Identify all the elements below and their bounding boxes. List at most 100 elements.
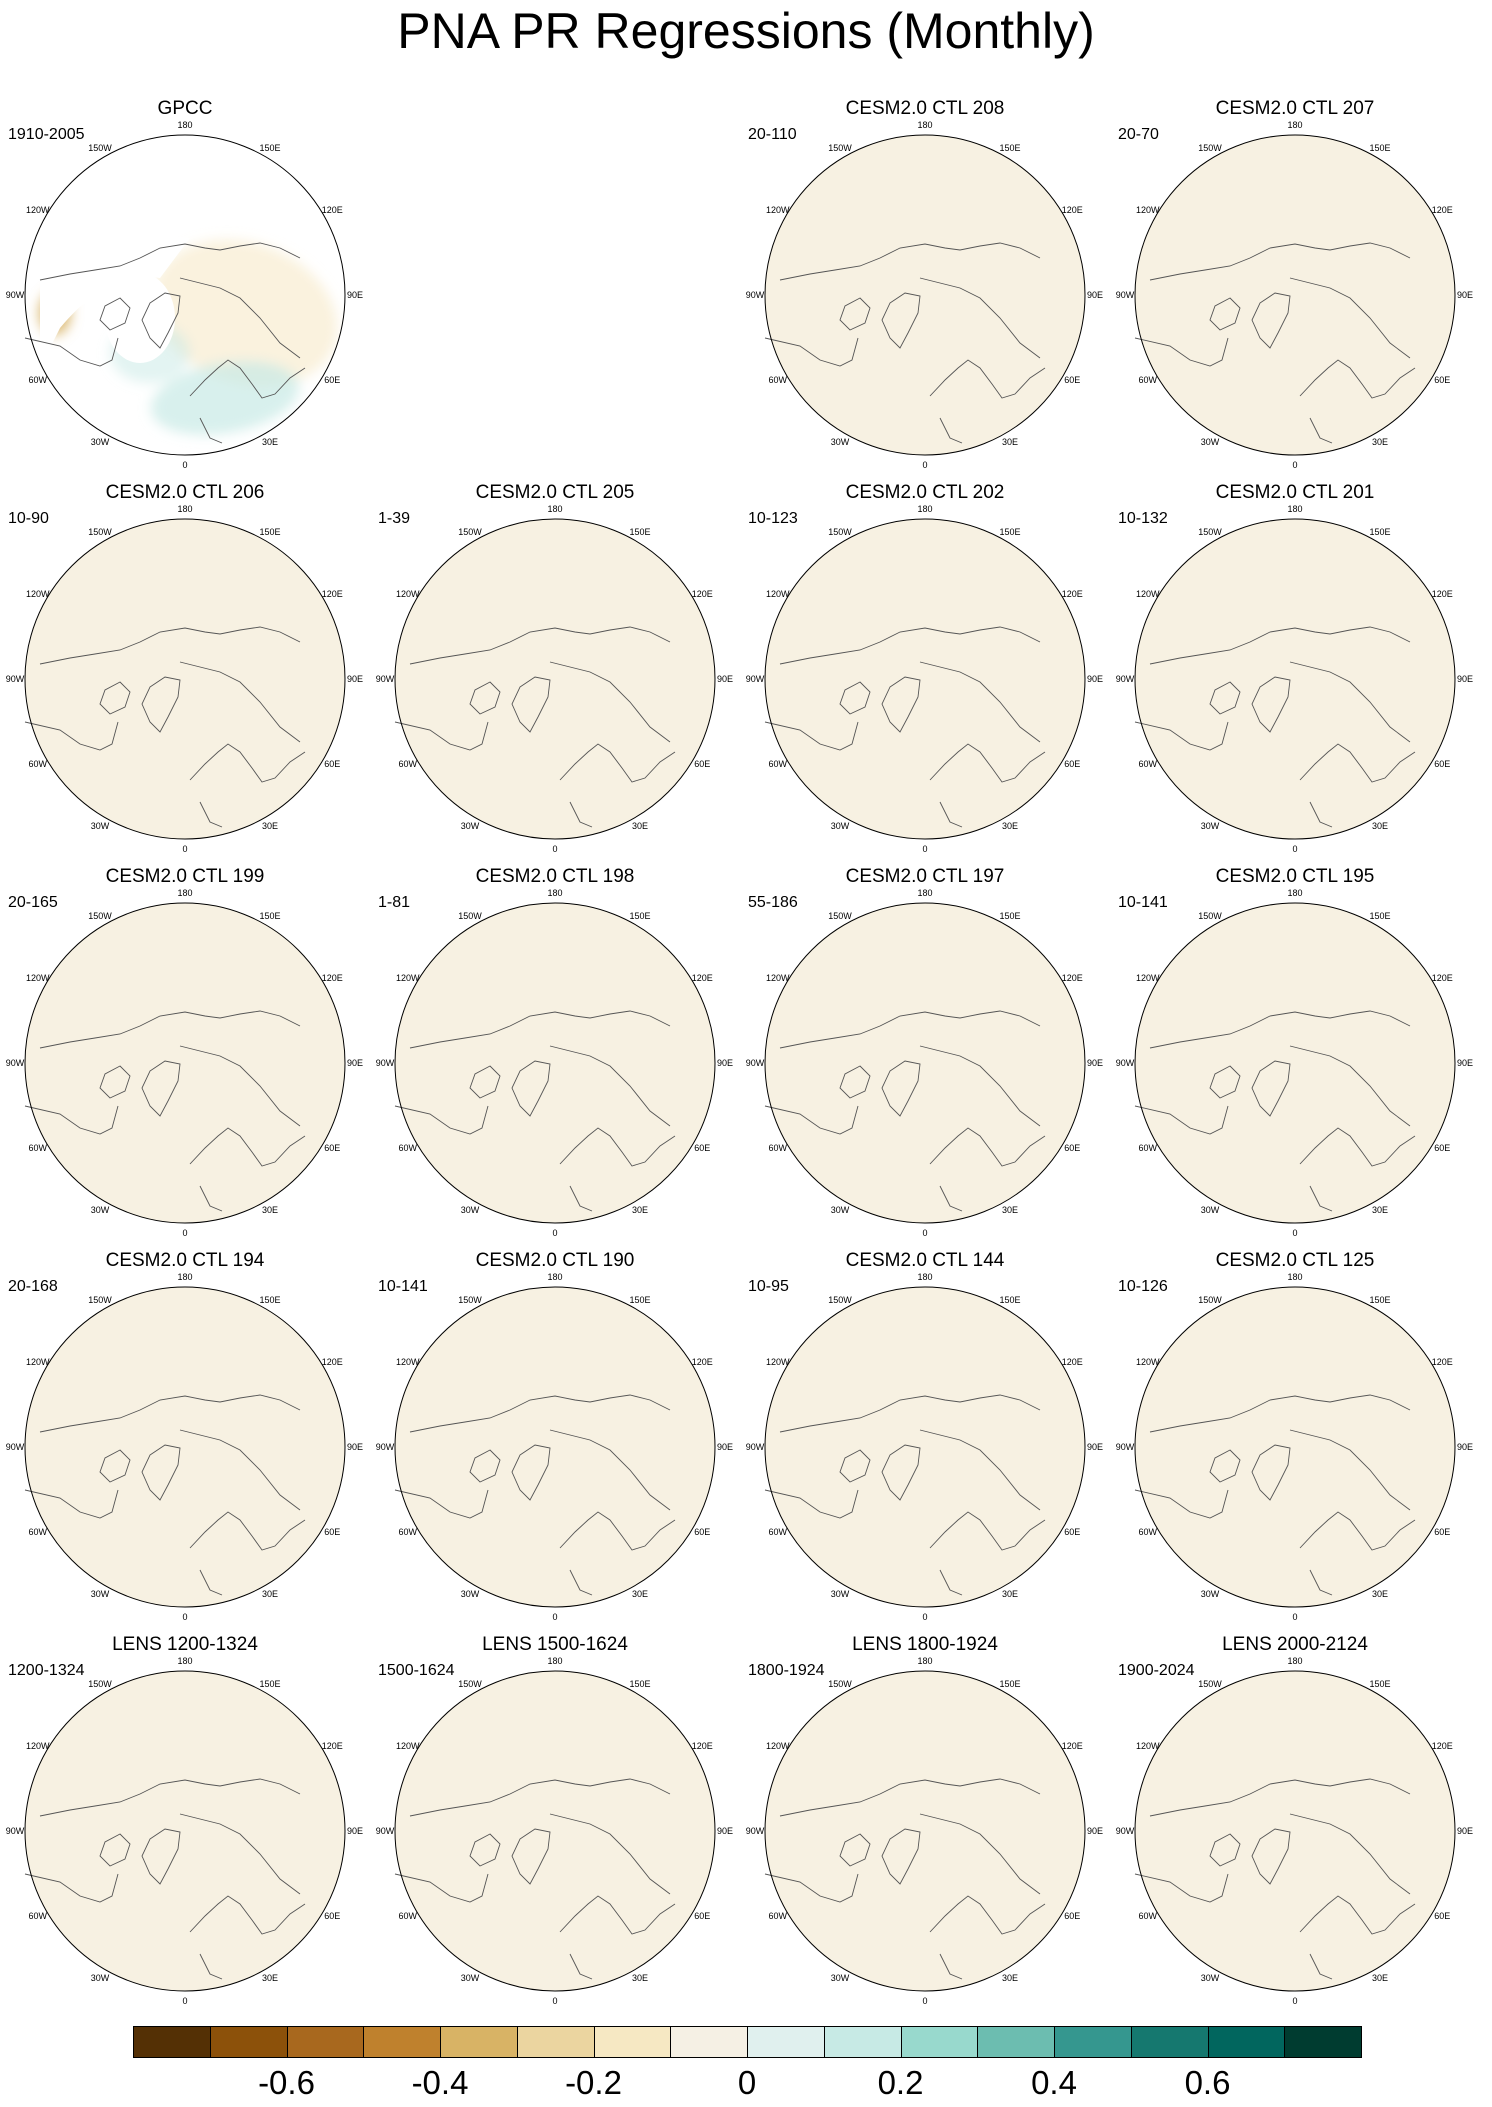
longitude-label: 30W (831, 1205, 850, 1215)
panel-title: CESM2.0 CTL 125 (1215, 1250, 1375, 1271)
longitude-label: 30W (91, 1589, 110, 1599)
longitude-label: 150W (828, 1295, 852, 1305)
longitude-label: 60E (1064, 1143, 1080, 1153)
polar-map: 180 150E 120E 90E 60E 30E 0 30W 60W 90W 120W 150W (746, 504, 1103, 854)
coastlines (1134, 1394, 1416, 1596)
map-panel: CESM2.0 CTL 198 1-81 180 150E 120E 90E 60E 30E 0… (370, 866, 740, 1250)
polar-map: 180 150E 120E 90E 60E 30E 0 30W 60W 90W 120W 150W (6, 888, 363, 1238)
longitude-label: 120W (1136, 205, 1160, 215)
longitude-label: 180 (177, 1656, 192, 1666)
longitude-label: 0 (552, 844, 557, 854)
longitude-label: 30W (1201, 437, 1220, 447)
longitude-label: 30E (262, 1973, 278, 1983)
longitude-label: 60E (324, 375, 340, 385)
longitude-label: 180 (177, 888, 192, 898)
longitude-label: 90E (1457, 290, 1473, 300)
colorbar (133, 2026, 1362, 2060)
longitude-label: 120E (1062, 205, 1083, 215)
longitude-label: 150W (828, 527, 852, 537)
map-border (1134, 902, 1456, 1224)
longitude-label: 150E (629, 911, 650, 921)
longitude-label: 180 (1287, 120, 1302, 130)
longitude-label: 30W (1201, 1973, 1220, 1983)
longitude-label: 60E (1434, 1143, 1450, 1153)
map-panel: CESM2.0 CTL 197 55-186 180 150E 120E 90E 60E 30… (740, 866, 1110, 1250)
panel-title: GPCC (157, 98, 213, 119)
colorbar-bin (363, 2026, 441, 2058)
longitude-label: 30E (1002, 1589, 1018, 1599)
longitude-label: 90W (1116, 290, 1135, 300)
longitude-label: 90E (347, 290, 363, 300)
map-panel: CESM2.0 CTL 201 10-132 180 150E 120E 90E 60E 30… (1110, 482, 1480, 866)
colorbar-bin (209, 2026, 288, 2058)
polar-map: 180 150E 120E 90E 60E 30E 0 30W 60W 90W 120W 150W (746, 888, 1103, 1238)
longitude-label: 30E (1372, 1205, 1388, 1215)
longitude-label: 120E (1432, 1357, 1453, 1367)
colorbar-bin (133, 2026, 211, 2058)
panel-period: 1500-1624 (378, 1662, 455, 1679)
colorbar-tick-label: 0 (737, 2064, 757, 2101)
longitude-label: 60E (324, 1143, 340, 1153)
colorbar-bin (747, 2026, 825, 2058)
colorbar-tick-label: 0.4 (1031, 2064, 1077, 2101)
longitude-label: 120W (766, 973, 790, 983)
longitude-label: 180 (917, 888, 932, 898)
longitude-label: 150E (1369, 527, 1390, 537)
longitude-label: 90E (1087, 1826, 1103, 1836)
longitude-label: 150W (88, 911, 112, 921)
longitude-label: 150E (629, 1679, 650, 1689)
longitude-label: 30E (262, 821, 278, 831)
longitude-label: 120W (1136, 589, 1160, 599)
longitude-label: 60W (1139, 1143, 1158, 1153)
longitude-label: 150W (828, 911, 852, 921)
longitude-label: 30E (262, 1589, 278, 1599)
polar-map: 180 150E 120E 90E 60E 30E 0 30W 60W 90W 120W 150W (1116, 1272, 1473, 1622)
polar-map: 180 150E 120E 90E 60E 30E 0 30W 60W 90W 120W 150W (6, 1272, 363, 1622)
longitude-label: 150W (1198, 143, 1222, 153)
longitude-label: 30E (1372, 821, 1388, 831)
longitude-label: 30E (632, 1589, 648, 1599)
map-border (764, 1670, 1086, 1992)
longitude-label: 30W (91, 437, 110, 447)
map-border (394, 518, 716, 840)
colorbar-bin (1284, 2026, 1362, 2058)
longitude-label: 180 (547, 1272, 562, 1282)
polar-map: 180 150E 120E 90E 60E 30E 0 30W 60W 90W 120W 150W (746, 1656, 1103, 2006)
longitude-label: 60E (1064, 759, 1080, 769)
map-border (24, 134, 346, 456)
map-panel: CESM2.0 CTL 205 1-39 180 150E 120E 90E 60E 30E 0… (370, 482, 740, 866)
coastlines (24, 242, 306, 444)
map-panel: LENS 2000-2124 1900-2024 180 150E 120E 90E 60E… (1110, 1634, 1480, 2018)
panel-period: 1910-2005 (8, 126, 85, 143)
longitude-label: 60W (29, 1143, 48, 1153)
panel-period: 10-126 (1118, 1278, 1168, 1295)
polar-map: 180 150E 120E 90E 60E 30E 0 30W 60W 90W 120W 150W (376, 888, 733, 1238)
longitude-label: 30E (1002, 1205, 1018, 1215)
longitude-label: 30E (632, 1205, 648, 1215)
longitude-label: 30W (831, 1973, 850, 1983)
longitude-label: 150E (1369, 1295, 1390, 1305)
polar-map: 180 150E 120E 90E 60E 30E 0 30W 60W 90W 120W 150W (746, 120, 1103, 470)
map-border (1134, 134, 1456, 456)
map-panel: CESM2.0 CTL 202 10-123 180 150E 120E 90E 60E 30… (740, 482, 1110, 866)
longitude-label: 60E (324, 1911, 340, 1921)
longitude-label: 150W (88, 1295, 112, 1305)
longitude-label: 30W (831, 437, 850, 447)
longitude-label: 120E (322, 589, 343, 599)
longitude-label: 150E (999, 911, 1020, 921)
longitude-label: 30E (632, 1973, 648, 1983)
longitude-label: 30E (1372, 437, 1388, 447)
longitude-label: 0 (1292, 1228, 1297, 1238)
coastlines (764, 1010, 1046, 1212)
longitude-label: 30E (262, 1205, 278, 1215)
longitude-label: 150W (88, 143, 112, 153)
longitude-label: 120W (766, 589, 790, 599)
longitude-label: 150W (458, 1295, 482, 1305)
longitude-label: 120W (26, 973, 50, 983)
eurasia-anomaly (152, 239, 338, 387)
longitude-label: 180 (547, 1656, 562, 1666)
longitude-label: 90E (1087, 674, 1103, 684)
map-panel: LENS 1800-1924 1800-1924 180 150E 120E 90E 60E… (740, 1634, 1110, 2018)
longitude-label: 60W (1139, 1527, 1158, 1537)
panel-period: 20-70 (1118, 126, 1159, 143)
